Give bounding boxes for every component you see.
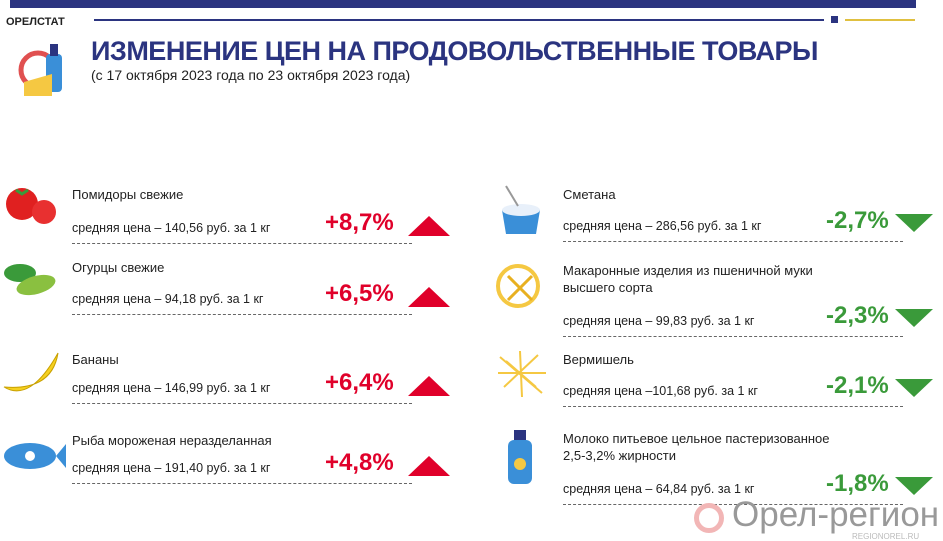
average-price: средняя цена – 146,99 руб. за 1 кг [72,381,271,395]
cucumber-icon [4,264,56,296]
tomato-icon [6,188,56,224]
price-change: -2,7% [826,207,889,234]
price-change: +8,7% [325,209,394,236]
brand-label: ОРЕЛСТАТ [6,16,65,28]
arrow-down-icon [895,477,933,495]
fish-icon [4,443,66,469]
dashed-divider [72,483,412,484]
product-name: Помидоры свежие [72,187,184,202]
arrow-up-icon [408,216,450,236]
watermark-text: Орел-регион [732,495,940,534]
arrow-down-icon [895,309,933,327]
arrow-up-icon [408,376,450,396]
dashed-divider [72,403,412,404]
top-bar [10,0,916,8]
dashed-divider [563,504,903,505]
dashed-divider [72,243,412,244]
product-name: Макаронные изделия из пшеничной муки выс… [563,263,813,295]
dashed-divider [563,406,903,407]
product-name: Сметана [563,187,616,202]
header-accent-rule [845,19,915,21]
price-change: -1,8% [826,470,889,497]
average-price: средняя цена – 64,84 руб. за 1 кг [563,482,755,496]
arrow-up-icon [408,287,450,307]
product-name: Бананы [72,352,119,367]
header-rule [94,19,824,21]
price-change: +6,4% [325,369,394,396]
average-price: средняя цена – 191,40 руб. за 1 кг [72,461,271,475]
product-name: Вермишель [563,352,634,367]
pasta-icon [496,264,540,308]
banana-icon [3,352,59,392]
sour-cream-icon [502,185,540,234]
average-price: средняя цена – 94,18 руб. за 1 кг [72,292,264,306]
arrow-down-icon [895,379,933,397]
average-price: средняя цена – 99,83 руб. за 1 кг [563,314,755,328]
price-change: -2,3% [826,302,889,329]
watermark-site: REGIONOREL.RU [852,532,920,541]
arrow-up-icon [408,456,450,476]
average-price: средняя цена –101,68 руб. за 1 кг [563,384,758,398]
milk-icon [508,430,532,484]
price-change: +6,5% [325,280,394,307]
product-name: Огурцы свежие [72,260,165,275]
average-price: средняя цена – 140,56 руб. за 1 кг [72,221,271,235]
groceries-icon [18,44,62,96]
header-square [831,16,838,23]
page-title: ИЗМЕНЕНИЕ ЦЕН НА ПРОДОВОЛЬСТВЕННЫЕ ТОВАР… [91,36,818,66]
product-name: Молоко питьевое цельное пастеризованное … [563,431,830,463]
dashed-divider [563,336,903,337]
arrow-down-icon [895,214,933,232]
watermark-logo-icon [694,503,724,533]
vermicelli-icon [498,350,546,398]
dashed-divider [72,314,412,315]
dashed-divider [563,241,903,242]
product-name: Рыба мороженая неразделанная [72,433,272,448]
page-subtitle: (с 17 октября 2023 года по 23 октября 20… [91,67,411,83]
price-change: +4,8% [325,449,394,476]
average-price: средняя цена – 286,56 руб. за 1 кг [563,219,762,233]
price-change: -2,1% [826,372,889,399]
